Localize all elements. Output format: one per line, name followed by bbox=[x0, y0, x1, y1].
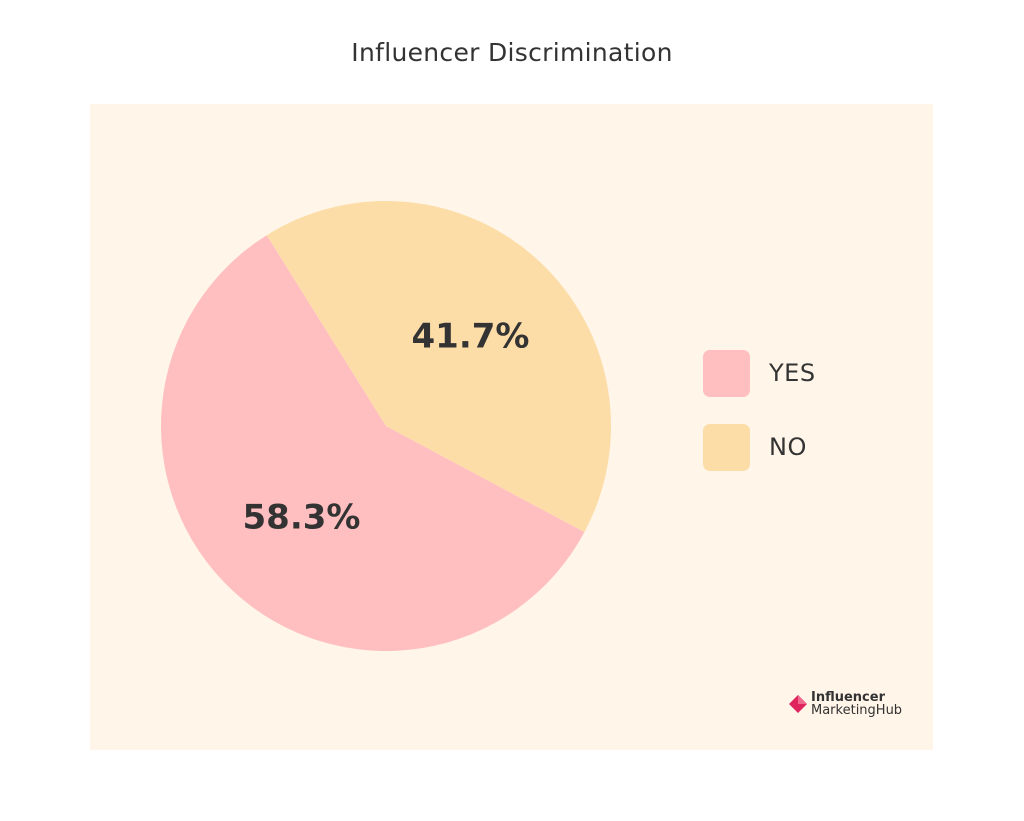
brand-name-line1: Influencer bbox=[811, 690, 885, 705]
legend-swatch-no bbox=[703, 423, 750, 471]
legend-item-no: NO bbox=[703, 423, 816, 471]
diamond-logo-icon bbox=[789, 695, 807, 713]
chart-title: Influencer Discrimination bbox=[351, 38, 673, 67]
slice-label-yes: 58.3% bbox=[243, 497, 361, 537]
legend-label-no: NO bbox=[769, 433, 807, 461]
pie-slice-yes bbox=[160, 235, 585, 651]
legend-item-yes: YES bbox=[703, 349, 816, 397]
brand-logo: Influencer MarketingHub bbox=[787, 691, 902, 717]
legend-label-yes: YES bbox=[769, 359, 816, 387]
chart-panel: 58.3% 41.7% YES NO Influencer MarketingH… bbox=[90, 104, 933, 750]
brand-name-line2: MarketingHub bbox=[811, 703, 903, 718]
legend: YES NO bbox=[703, 349, 816, 497]
pie-slice-no bbox=[266, 201, 611, 533]
slice-label-no: 41.7% bbox=[412, 317, 530, 357]
pie-chart: 58.3% 41.7% bbox=[160, 201, 611, 651]
legend-swatch-yes bbox=[703, 349, 750, 397]
